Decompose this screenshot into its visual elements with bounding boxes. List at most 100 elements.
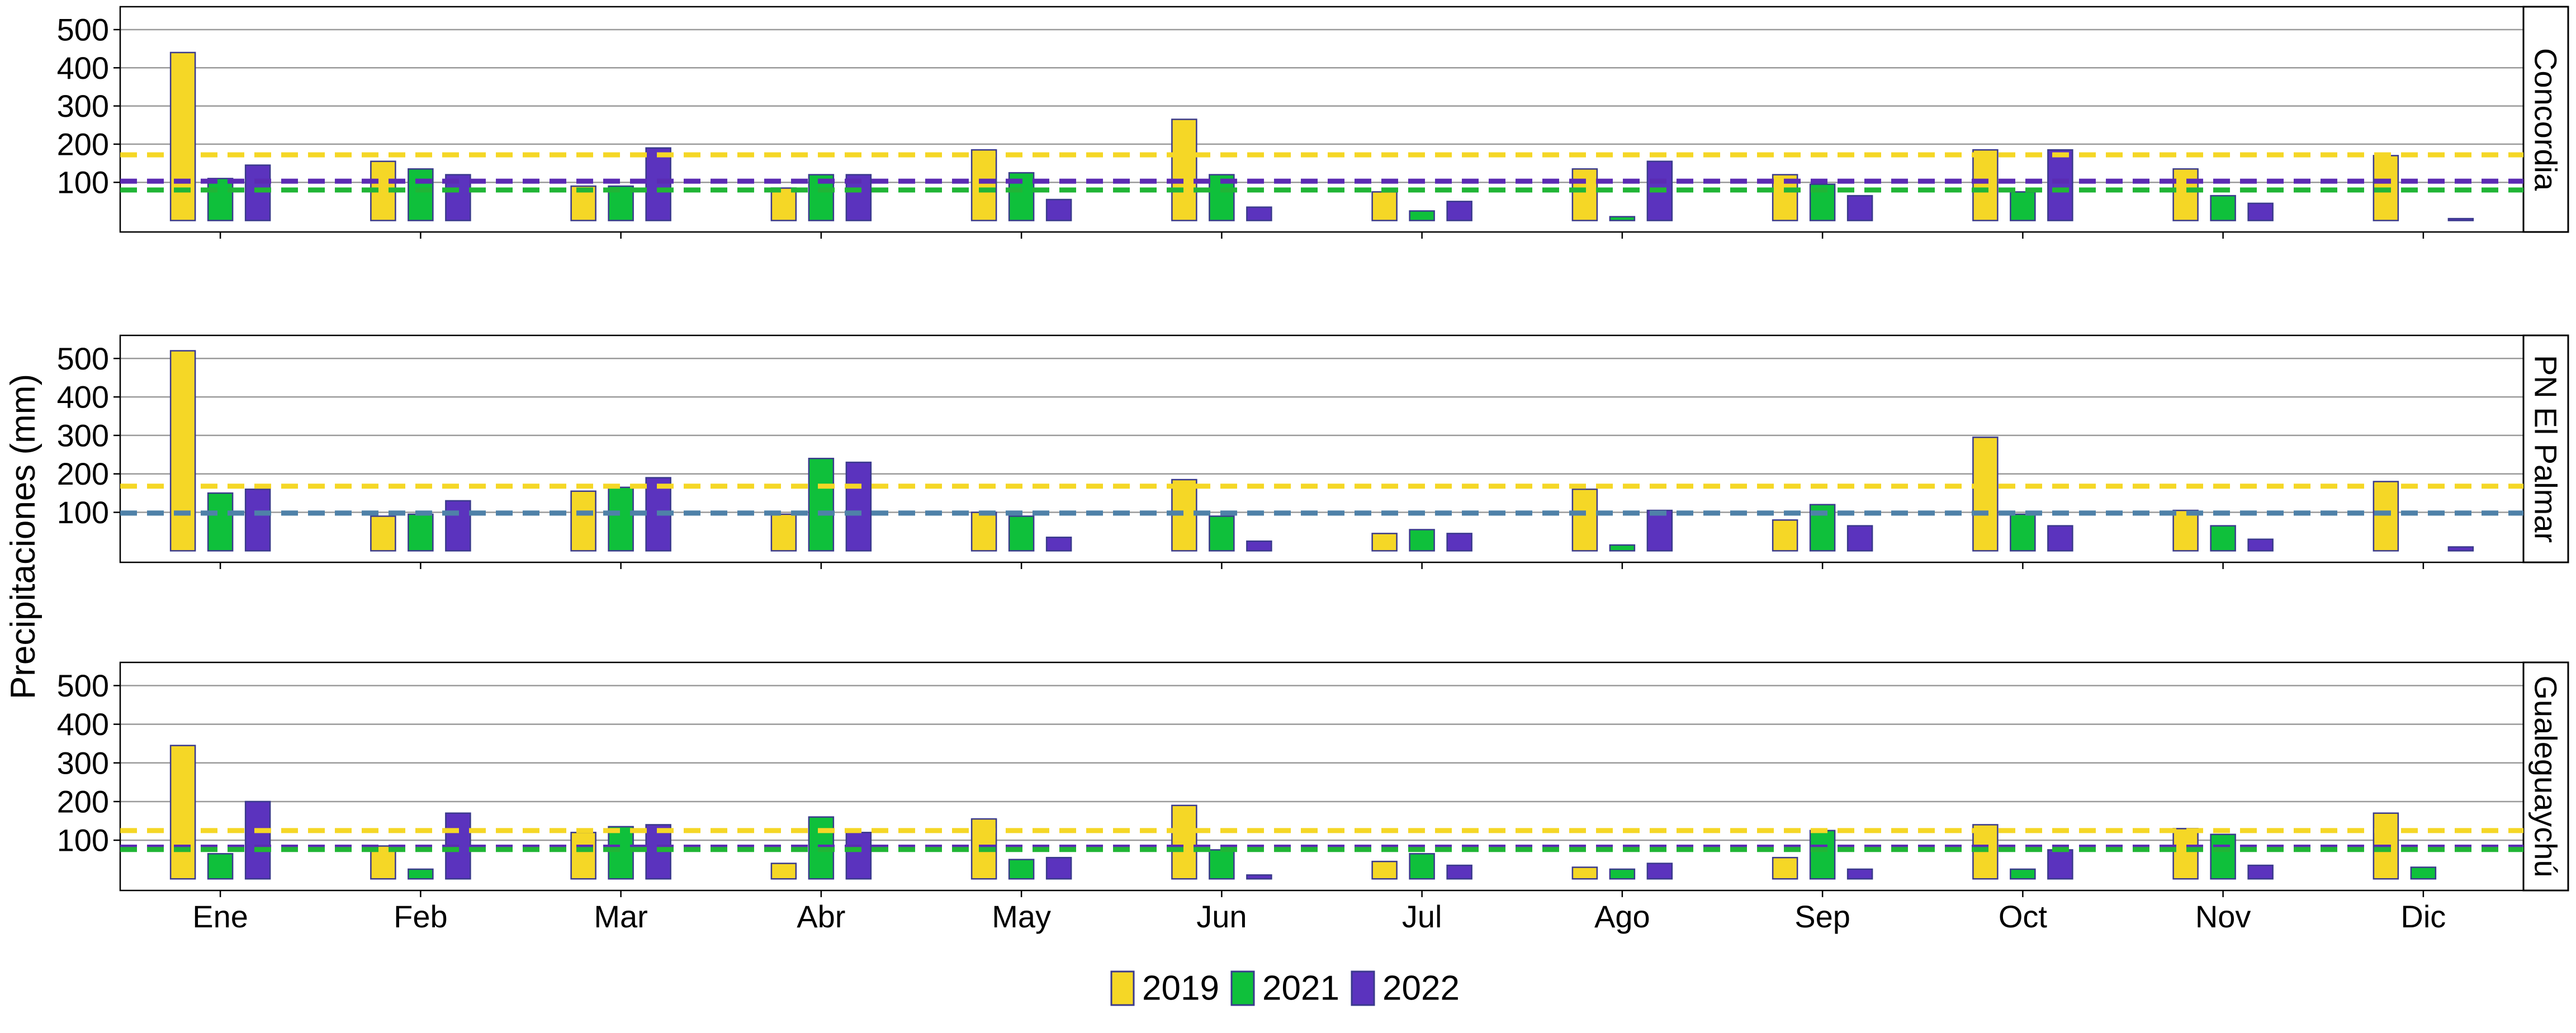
bar-pn-el-palmar-2022-dic	[2447, 546, 2474, 552]
bar-pn-el-palmar-2022-feb	[445, 500, 471, 552]
bar-pn-el-palmar-2021-oct	[2010, 513, 2036, 552]
y-tick-label: 200	[57, 456, 109, 491]
bar-gualeguaychu-2021-jul	[1409, 853, 1435, 880]
bar-concordia-2022-sep	[1846, 195, 1873, 221]
bar-concordia-2022-oct	[2047, 149, 2073, 221]
bar-pn-el-palmar-2019-jul	[1371, 533, 1398, 552]
bar-pn-el-palmar-2019-dic	[2373, 481, 2399, 552]
bar-pn-el-palmar-2021-abr	[808, 457, 835, 552]
bar-pn-el-palmar-2022-oct	[2047, 525, 2073, 552]
bar-gualeguaychu-2021-oct	[2010, 868, 2036, 880]
bar-concordia-2019-ago	[1571, 168, 1598, 221]
y-tick-label: 400	[57, 50, 109, 86]
bar-gualeguaychu-2022-jun	[1246, 874, 1272, 880]
bar-pn-el-palmar-2021-mar	[608, 486, 634, 552]
y-axis-title: Precipitaciones (mm)	[4, 374, 42, 699]
bar-gualeguaychu-2022-sep	[1846, 868, 1873, 880]
bar-gualeguaychu-2019-abr	[770, 863, 797, 880]
panel-frame	[119, 334, 2525, 563]
x-tick-label-ene: Ene	[192, 899, 248, 934]
bar-gualeguaychu-2019-ago	[1571, 866, 1598, 880]
bar-gualeguaychu-2022-may	[1045, 856, 1072, 880]
x-tick-label-mar: Mar	[594, 899, 647, 934]
bar-concordia-2022-nov	[2247, 202, 2274, 221]
bar-concordia-2019-jun	[1171, 119, 1197, 221]
bar-gualeguaychu-2022-oct	[2047, 849, 2073, 880]
y-tick-label: 400	[57, 707, 109, 742]
y-tick-label: 500	[57, 12, 109, 47]
bar-pn-el-palmar-2021-feb	[408, 513, 434, 552]
strip-box	[2522, 661, 2569, 892]
bar-concordia-2019-abr	[770, 187, 797, 221]
bar-pn-el-palmar-2021-ene	[207, 492, 234, 552]
bar-pn-el-palmar-2021-nov	[2210, 525, 2236, 552]
bar-pn-el-palmar-2021-ago	[1609, 544, 1636, 552]
strip-label-concordia: Concordia	[2528, 48, 2564, 191]
bar-pn-el-palmar-2022-abr	[845, 461, 872, 552]
x-tick-label-oct: Oct	[1999, 899, 2048, 934]
x-tick-label-sep: Sep	[1794, 899, 1850, 934]
bar-gualeguaychu-2021-jun	[1209, 849, 1235, 880]
legend-label-2019: 2019	[1142, 969, 1219, 1008]
y-tick-label: 300	[57, 745, 109, 780]
bar-pn-el-palmar-2022-ago	[1646, 509, 1673, 552]
bar-gualeguaychu-2019-mar	[570, 832, 596, 880]
bar-pn-el-palmar-2019-sep	[1772, 519, 1798, 552]
bar-pn-el-palmar-2022-jul	[1446, 533, 1472, 552]
bar-gualeguaychu-2021-dic	[2410, 866, 2437, 880]
bar-gualeguaychu-2022-ene	[244, 800, 271, 880]
strip-box	[2522, 6, 2569, 233]
bar-pn-el-palmar-2021-jun	[1209, 515, 1235, 552]
x-tick-label-feb: Feb	[394, 899, 448, 934]
bar-gualeguaychu-2021-mar	[608, 826, 634, 880]
legend-label-2022: 2022	[1382, 969, 1460, 1008]
x-tick-label-jul: Jul	[1402, 899, 1442, 934]
y-tick-label: 300	[57, 418, 109, 453]
bar-pn-el-palmar-2022-may	[1045, 537, 1072, 552]
y-tick-label: 300	[57, 88, 109, 124]
y-tick-label: 100	[57, 823, 109, 858]
x-tick-label-ago: Ago	[1594, 899, 1650, 934]
legend-swatch-2019	[1110, 970, 1135, 1006]
x-tick-label-dic: Dic	[2400, 899, 2446, 934]
bar-gualeguaychu-2019-jul	[1371, 860, 1398, 880]
bar-pn-el-palmar-2022-nov	[2247, 538, 2274, 552]
x-tick-label-may: May	[992, 899, 1051, 934]
bar-pn-el-palmar-2019-feb	[370, 515, 396, 552]
bar-pn-el-palmar-2022-jun	[1246, 540, 1272, 552]
y-tick-label: 500	[57, 668, 109, 703]
bar-concordia-2022-jun	[1246, 206, 1272, 221]
bar-pn-el-palmar-2019-ene	[169, 350, 196, 552]
bar-pn-el-palmar-2019-mar	[570, 490, 596, 552]
bar-concordia-2019-ene	[169, 51, 196, 221]
bar-concordia-2021-nov	[2210, 195, 2236, 221]
strip-label-pn-el-palmar: PN El Palmar	[2528, 355, 2564, 543]
bar-pn-el-palmar-2021-jul	[1409, 529, 1435, 552]
bar-gualeguaychu-2022-nov	[2247, 864, 2274, 880]
panel-frame	[119, 661, 2525, 892]
bar-pn-el-palmar-2019-abr	[770, 513, 797, 552]
bar-gualeguaychu-2021-ago	[1609, 868, 1636, 880]
bar-concordia-2019-jul	[1371, 191, 1398, 221]
strip-label-gualeguaychu: Gualeguaychú	[2528, 675, 2564, 877]
y-tick-label: 500	[57, 341, 109, 376]
strip-box	[2522, 334, 2569, 563]
bar-concordia-2022-jul	[1446, 201, 1472, 221]
legend-swatch-2022	[1351, 970, 1375, 1006]
bar-pn-el-palmar-2019-nov	[2172, 509, 2199, 552]
bar-concordia-2021-jul	[1409, 210, 1435, 221]
y-tick-label: 200	[57, 784, 109, 819]
bar-pn-el-palmar-2022-sep	[1846, 525, 1873, 552]
bar-concordia-2022-may	[1045, 198, 1072, 221]
bar-gualeguaychu-2021-sep	[1809, 830, 1836, 880]
bar-concordia-2022-mar	[645, 147, 671, 221]
bar-pn-el-palmar-2019-oct	[1972, 437, 1999, 552]
bar-pn-el-palmar-2019-ago	[1571, 489, 1598, 552]
y-tick-label: 400	[57, 380, 109, 415]
bar-gualeguaychu-2019-ene	[169, 745, 196, 880]
bar-pn-el-palmar-2019-jun	[1171, 478, 1197, 552]
bar-concordia-2021-feb	[408, 168, 434, 221]
bar-gualeguaychu-2021-nov	[2210, 833, 2236, 880]
